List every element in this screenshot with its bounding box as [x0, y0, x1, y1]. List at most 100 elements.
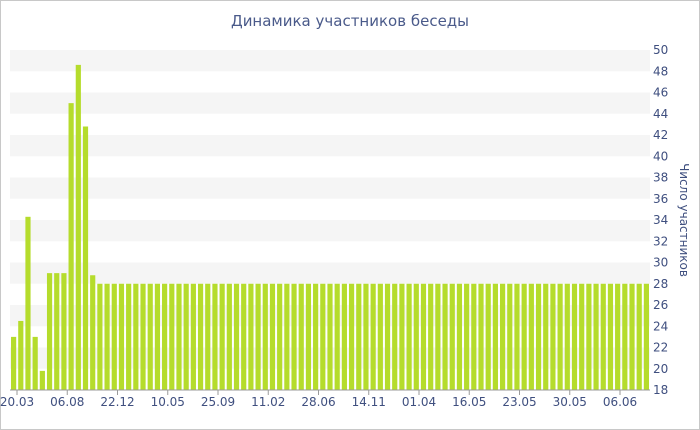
bar[interactable]	[420, 283, 427, 390]
bar[interactable]	[68, 103, 74, 391]
bar[interactable]	[111, 283, 117, 390]
bar[interactable]	[133, 283, 139, 390]
bar[interactable]	[521, 283, 527, 390]
y-ticks: 18 20 22 24 26 28 30 32 34 36 38 40 42 44 46 48 50	[653, 43, 668, 397]
y-tick-label: 48	[653, 64, 668, 78]
bar[interactable]	[492, 283, 498, 390]
bar[interactable]	[564, 283, 570, 390]
bar[interactable]	[46, 273, 53, 391]
bar[interactable]	[90, 275, 96, 390]
bar[interactable]	[607, 283, 614, 390]
bar[interactable]	[197, 283, 204, 390]
bar[interactable]	[643, 283, 649, 390]
bar[interactable]	[291, 283, 297, 390]
bar[interactable]	[277, 283, 283, 390]
x-tick-label: 16.05	[452, 395, 486, 409]
bar[interactable]	[550, 283, 556, 390]
bar[interactable]	[205, 283, 211, 390]
bar[interactable]	[147, 283, 153, 390]
bar[interactable]	[586, 283, 592, 390]
bar[interactable]	[104, 283, 110, 390]
bar[interactable]	[514, 283, 520, 390]
bar[interactable]	[413, 283, 419, 390]
x-tick-label: 23.05	[502, 395, 536, 409]
bar[interactable]	[535, 283, 542, 390]
bar[interactable]	[262, 283, 268, 390]
bar[interactable]	[622, 283, 628, 390]
bar[interactable]	[320, 283, 326, 390]
bar[interactable]	[478, 283, 484, 390]
bar[interactable]	[169, 283, 175, 390]
bar[interactable]	[54, 273, 60, 391]
bar[interactable]	[449, 283, 455, 390]
bar[interactable]	[233, 283, 240, 390]
bar[interactable]	[226, 283, 232, 390]
bar[interactable]	[629, 283, 635, 390]
bar[interactable]	[392, 283, 398, 390]
bar[interactable]	[370, 283, 376, 390]
bar[interactable]	[154, 283, 161, 390]
y-tick-label: 36	[653, 192, 668, 206]
bar[interactable]	[334, 283, 340, 390]
bar[interactable]	[456, 283, 463, 390]
bar[interactable]	[126, 283, 132, 390]
y-tick-label: 44	[653, 107, 668, 121]
bar[interactable]	[82, 126, 89, 391]
bar[interactable]	[377, 283, 383, 390]
bar[interactable]	[464, 283, 470, 390]
y-tick-label: 24	[653, 319, 668, 333]
bar[interactable]	[528, 283, 534, 390]
bar[interactable]	[406, 283, 412, 390]
bar[interactable]	[636, 283, 642, 390]
bar[interactable]	[118, 283, 125, 390]
bar[interactable]	[255, 283, 261, 390]
bar[interactable]	[571, 283, 578, 390]
bar[interactable]	[348, 283, 355, 390]
bar[interactable]	[190, 283, 196, 390]
bar[interactable]	[61, 273, 67, 391]
bar[interactable]	[212, 283, 218, 390]
bar[interactable]	[25, 216, 31, 390]
bar[interactable]	[442, 283, 448, 390]
bar[interactable]	[241, 283, 247, 390]
bar[interactable]	[18, 320, 24, 390]
bar[interactable]	[284, 283, 290, 390]
bar[interactable]	[579, 283, 585, 390]
bar[interactable]	[435, 283, 441, 390]
bar[interactable]	[615, 283, 621, 390]
bar[interactable]	[298, 283, 304, 390]
bar[interactable]	[39, 370, 45, 391]
y-tick-label: 38	[653, 171, 668, 185]
bar[interactable]	[11, 336, 17, 391]
bar[interactable]	[248, 283, 254, 390]
bar[interactable]	[500, 283, 506, 390]
bar[interactable]	[162, 283, 168, 390]
bar[interactable]	[32, 336, 38, 391]
bar[interactable]	[593, 283, 599, 390]
bar[interactable]	[384, 283, 391, 390]
bar[interactable]	[313, 283, 319, 390]
bar[interactable]	[140, 283, 146, 390]
bar[interactable]	[305, 283, 312, 390]
bar[interactable]	[327, 283, 333, 390]
bar[interactable]	[485, 283, 491, 390]
bar[interactable]	[471, 283, 477, 390]
bar[interactable]	[507, 283, 513, 390]
grid-band	[10, 92, 650, 114]
bar[interactable]	[183, 283, 189, 390]
bar[interactable]	[356, 283, 362, 390]
bar[interactable]	[176, 283, 182, 390]
bar[interactable]	[543, 283, 549, 390]
bar[interactable]	[269, 283, 276, 390]
bar[interactable]	[75, 64, 81, 391]
bar[interactable]	[341, 283, 347, 390]
bar[interactable]	[219, 283, 225, 390]
x-tick-label: 14.11	[352, 395, 386, 409]
bar[interactable]	[399, 283, 405, 390]
bar[interactable]	[97, 283, 103, 390]
bar[interactable]	[428, 283, 434, 390]
x-tick-label: 06.06	[603, 395, 637, 409]
bar[interactable]	[363, 283, 369, 390]
bar[interactable]	[600, 283, 606, 390]
bar[interactable]	[557, 283, 563, 390]
